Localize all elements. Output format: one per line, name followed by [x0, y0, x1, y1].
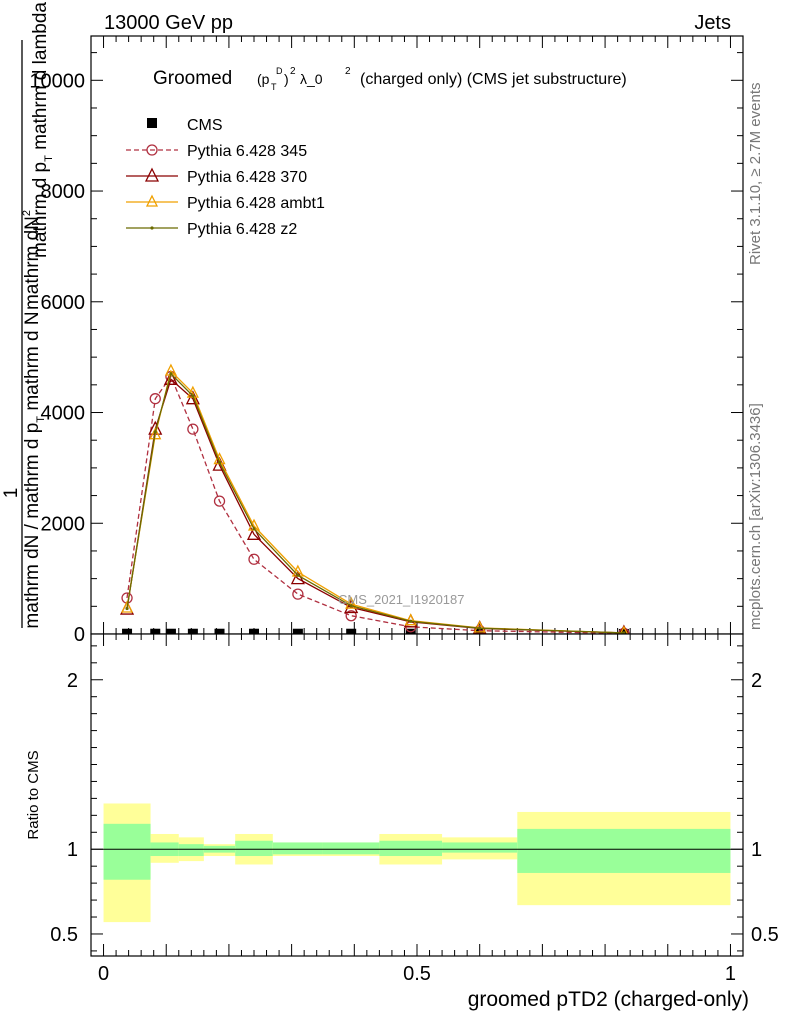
legend-345-marker [146, 144, 158, 156]
cms-point-4 [214, 628, 225, 634]
main-y-tick-label: 4000 [41, 403, 86, 425]
collision-label: 13000 GeV pp [104, 12, 233, 34]
p345-point-4 [213, 495, 226, 507]
z2-point-6 [296, 573, 300, 577]
analysis-label: CMS_2021_I1920187 [338, 592, 465, 607]
ambt1-point-7 [345, 596, 358, 609]
title-sq: 2 [290, 66, 296, 77]
cms-point-5 [249, 628, 259, 634]
legend-z2-marker [150, 226, 154, 230]
ambt1-point-1 [149, 427, 162, 440]
plot-title: Groomed (p T D ) 2 λ_0 2 (charged only) … [153, 66, 627, 92]
title-sub-t: T [271, 82, 277, 92]
legend-cms-marker [147, 118, 157, 128]
ratio-band-inner-0 [103, 823, 151, 880]
main-axis-ticks: 0 2000 4000 6000 8000 10000 [29, 36, 743, 646]
ylabel-top-line2: mathrm d pT mathrm d lambda [30, 2, 55, 258]
x-tick-label: 0 [98, 963, 109, 985]
ratio-axis-ticks: 0 0.5 1 0.5 0.5 1 1 2 2 [50, 634, 779, 985]
z2-point-5 [252, 527, 256, 531]
ambt1-point-8 [404, 613, 417, 626]
ylabel-top-line1: mathrm dN2 [21, 210, 43, 310]
cms-point-3 [187, 628, 198, 634]
main-y-axis-label: mathrm dN2 mathrm d pT mathrm d lambda 1… [1, 2, 55, 629]
legend-345-label: Pythia 6.428 345 [187, 143, 307, 160]
title-paren: ) [284, 71, 289, 87]
z2-point-3 [191, 394, 195, 398]
ratio-panel-frame [90, 633, 744, 957]
legend: CMS Pythia 6.428 345 Pythia 6.428 370 Py… [126, 117, 325, 238]
ratio-band-inner-9 [517, 828, 731, 873]
ratio-band-inner-2 [178, 844, 204, 857]
legend-cms-label: CMS [187, 117, 223, 134]
x-tick-label: 0.5 [403, 963, 431, 985]
title-groomed: Groomed [153, 68, 232, 89]
z2-point-2 [169, 372, 173, 376]
p370-point-2 [163, 370, 178, 385]
z2-point-4 [217, 460, 222, 464]
cms-point-2 [165, 628, 176, 634]
cms-point-7 [346, 628, 357, 634]
z2-point-7 [349, 604, 353, 608]
ratio-y-tick-label-left: 2 [67, 670, 78, 692]
z2-point-10 [622, 631, 626, 634]
main-series-group [119, 363, 630, 634]
legend-370-label: Pythia 6.428 370 [187, 169, 307, 186]
title-lambda: λ_0 [300, 71, 323, 87]
ratio-band-inner-5 [272, 842, 323, 855]
title-sup-d: D [276, 66, 283, 76]
x-tick-label: 1 [725, 963, 736, 985]
z2-point-9 [478, 626, 482, 630]
ratio-bands-group [91, 803, 743, 923]
p345-point-1 [149, 393, 161, 405]
ambt1-point-9 [473, 620, 486, 633]
ratio-y-tick-label-right: 0.5 [751, 924, 779, 946]
ratio-band-inner-8 [442, 842, 518, 853]
main-y-tick-label: 0 [74, 624, 85, 646]
title-rest: (charged only) (CMS jet substructure) [360, 71, 627, 88]
legend-370-marker [144, 167, 160, 182]
ylabel-bottom: mathrm dN / mathrm d pT mathrm d N [22, 311, 47, 628]
jets-label: Jets [694, 12, 731, 34]
ratio-band-inner-6 [322, 842, 380, 855]
p345-point-7 [345, 610, 357, 622]
mcplots-label: mcplots.cern.ch [arXiv:1306.3436] [747, 403, 764, 630]
ratio-band-inner-7 [379, 840, 443, 857]
ylabel-one: 1 [1, 488, 22, 499]
main-y-tick-label: 10000 [29, 70, 85, 92]
cms-point-0 [122, 628, 133, 634]
ambt1-point-0 [120, 600, 134, 613]
z2-point-1 [153, 430, 157, 434]
p345-point-6 [292, 588, 304, 600]
ratio-band-inner-4 [235, 840, 273, 857]
main-y-tick-label: 6000 [41, 292, 86, 314]
x-axis-label: groomed pTD2 (charged-only) [468, 988, 749, 1011]
cms-point-6 [292, 628, 303, 634]
p345-point-3 [187, 423, 199, 435]
ratio-y-axis-label: Ratio to CMS [25, 750, 42, 839]
ratio-y-tick-label-left: 0.5 [50, 924, 78, 946]
main-y-tick-label: 2000 [41, 513, 86, 535]
ratio-y-tick-label-right: 2 [751, 670, 762, 692]
p345-point-5 [248, 553, 260, 565]
title-p: (p [257, 71, 270, 87]
z2-point-8 [409, 619, 413, 623]
z2-point-0 [125, 606, 129, 611]
ambt1-point-10 [619, 625, 629, 634]
p370-point-5 [246, 525, 262, 540]
title-lambda-sq: 2 [345, 66, 351, 77]
ratio-y-tick-label-right: 1 [751, 839, 762, 861]
rivet-label: Rivet 3.1.10, ≥ 2.7M events [747, 83, 764, 266]
cms-point-1 [150, 628, 161, 634]
legend-z2-label: Pythia 6.428 z2 [187, 221, 297, 238]
ratio-y-tick-label-left: 1 [67, 839, 78, 861]
main-panel-frame [90, 35, 744, 635]
legend-ambt1-marker [145, 194, 159, 207]
main-y-tick-label: 8000 [41, 181, 86, 203]
legend-ambt1-label: Pythia 6.428 ambt1 [187, 195, 325, 212]
